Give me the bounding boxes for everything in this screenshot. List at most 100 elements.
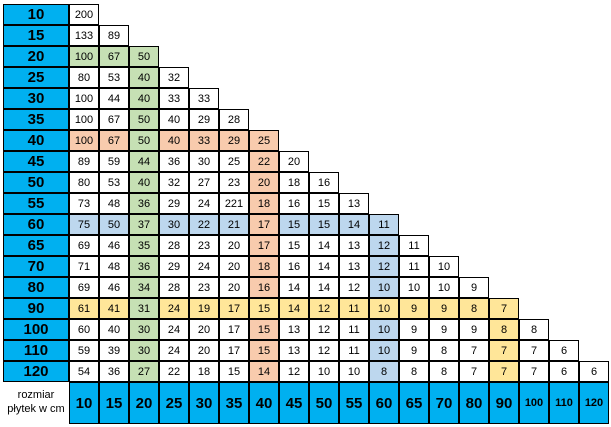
value-cell[interactable]: 11 [399,256,429,277]
row-header-20[interactable]: 20 [3,46,69,67]
value-cell[interactable]: 15 [219,361,249,382]
value-cell[interactable]: 12 [369,235,399,256]
value-cell[interactable]: 14 [339,214,369,235]
row-header-30[interactable]: 30 [3,88,69,109]
value-cell[interactable]: 100 [69,109,99,130]
value-cell[interactable]: 73 [69,193,99,214]
value-cell[interactable]: 15 [279,214,309,235]
value-cell[interactable]: 69 [69,235,99,256]
value-cell[interactable]: 89 [69,151,99,172]
row-header-55[interactable]: 55 [3,193,69,214]
value-cell[interactable]: 12 [279,361,309,382]
value-cell[interactable]: 30 [129,340,159,361]
value-cell[interactable]: 71 [69,256,99,277]
value-cell[interactable]: 18 [249,193,279,214]
row-header-50[interactable]: 50 [3,172,69,193]
value-cell[interactable]: 14 [279,277,309,298]
value-cell[interactable]: 8 [459,298,489,319]
row-header-45[interactable]: 45 [3,151,69,172]
value-cell[interactable]: 10 [369,340,399,361]
value-cell[interactable]: 33 [159,88,189,109]
value-cell[interactable]: 69 [69,277,99,298]
value-cell[interactable]: 19 [189,298,219,319]
row-header-90[interactable]: 90 [3,298,69,319]
row-header-60[interactable]: 60 [3,214,69,235]
value-cell[interactable]: 9 [429,298,459,319]
value-cell[interactable]: 12 [309,319,339,340]
value-cell[interactable]: 7 [519,340,549,361]
value-cell[interactable]: 23 [189,235,219,256]
value-cell[interactable]: 39 [99,340,129,361]
value-cell[interactable]: 44 [99,88,129,109]
value-cell[interactable]: 13 [279,340,309,361]
value-cell[interactable]: 221 [219,193,249,214]
row-header-40[interactable]: 40 [3,130,69,151]
value-cell[interactable]: 100 [69,130,99,151]
value-cell[interactable]: 22 [159,361,189,382]
value-cell[interactable]: 11 [399,235,429,256]
value-cell[interactable]: 9 [459,319,489,340]
column-header-110[interactable]: 110 [549,382,579,424]
value-cell[interactable]: 89 [99,25,129,46]
row-header-70[interactable]: 70 [3,256,69,277]
column-header-40[interactable]: 40 [249,382,279,424]
value-cell[interactable]: 44 [129,151,159,172]
value-cell[interactable]: 10 [399,277,429,298]
value-cell[interactable]: 13 [279,319,309,340]
column-header-20[interactable]: 20 [129,382,159,424]
value-cell[interactable]: 10 [429,277,459,298]
value-cell[interactable]: 25 [249,130,279,151]
value-cell[interactable]: 36 [99,361,129,382]
value-cell[interactable]: 8 [429,340,459,361]
value-cell[interactable]: 13 [339,256,369,277]
value-cell[interactable]: 24 [189,256,219,277]
value-cell[interactable]: 18 [279,172,309,193]
value-cell[interactable]: 36 [159,151,189,172]
value-cell[interactable]: 35 [129,235,159,256]
row-header-15[interactable]: 15 [3,25,69,46]
value-cell[interactable]: 50 [129,46,159,67]
column-header-50[interactable]: 50 [309,382,339,424]
value-cell[interactable]: 14 [309,235,339,256]
value-cell[interactable]: 24 [159,340,189,361]
value-cell[interactable]: 20 [189,340,219,361]
value-cell[interactable]: 16 [249,277,279,298]
value-cell[interactable]: 12 [309,340,339,361]
value-cell[interactable]: 7 [489,361,519,382]
value-cell[interactable]: 22 [249,151,279,172]
value-cell[interactable]: 53 [99,172,129,193]
value-cell[interactable]: 34 [129,277,159,298]
value-cell[interactable]: 12 [309,298,339,319]
value-cell[interactable]: 11 [339,340,369,361]
column-header-10[interactable]: 10 [69,382,99,424]
value-cell[interactable]: 11 [369,214,399,235]
column-header-65[interactable]: 65 [399,382,429,424]
value-cell[interactable]: 133 [69,25,99,46]
value-cell[interactable]: 6 [549,361,579,382]
value-cell[interactable]: 41 [99,298,129,319]
value-cell[interactable]: 13 [339,235,369,256]
value-cell[interactable]: 11 [339,298,369,319]
value-cell[interactable]: 67 [99,46,129,67]
value-cell[interactable]: 12 [339,277,369,298]
value-cell[interactable]: 10 [369,277,399,298]
value-cell[interactable]: 15 [309,193,339,214]
value-cell[interactable]: 28 [219,109,249,130]
value-cell[interactable]: 80 [69,67,99,88]
value-cell[interactable]: 67 [99,109,129,130]
value-cell[interactable]: 60 [69,319,99,340]
value-cell[interactable]: 37 [129,214,159,235]
value-cell[interactable]: 40 [129,172,159,193]
value-cell[interactable]: 50 [99,214,129,235]
value-cell[interactable]: 59 [69,340,99,361]
value-cell[interactable]: 20 [279,151,309,172]
value-cell[interactable]: 17 [219,340,249,361]
value-cell[interactable]: 24 [159,298,189,319]
value-cell[interactable]: 9 [399,319,429,340]
row-header-10[interactable]: 10 [3,4,69,25]
value-cell[interactable]: 27 [129,361,159,382]
value-cell[interactable]: 54 [69,361,99,382]
value-cell[interactable]: 10 [309,361,339,382]
value-cell[interactable]: 100 [69,46,99,67]
value-cell[interactable]: 20 [219,277,249,298]
